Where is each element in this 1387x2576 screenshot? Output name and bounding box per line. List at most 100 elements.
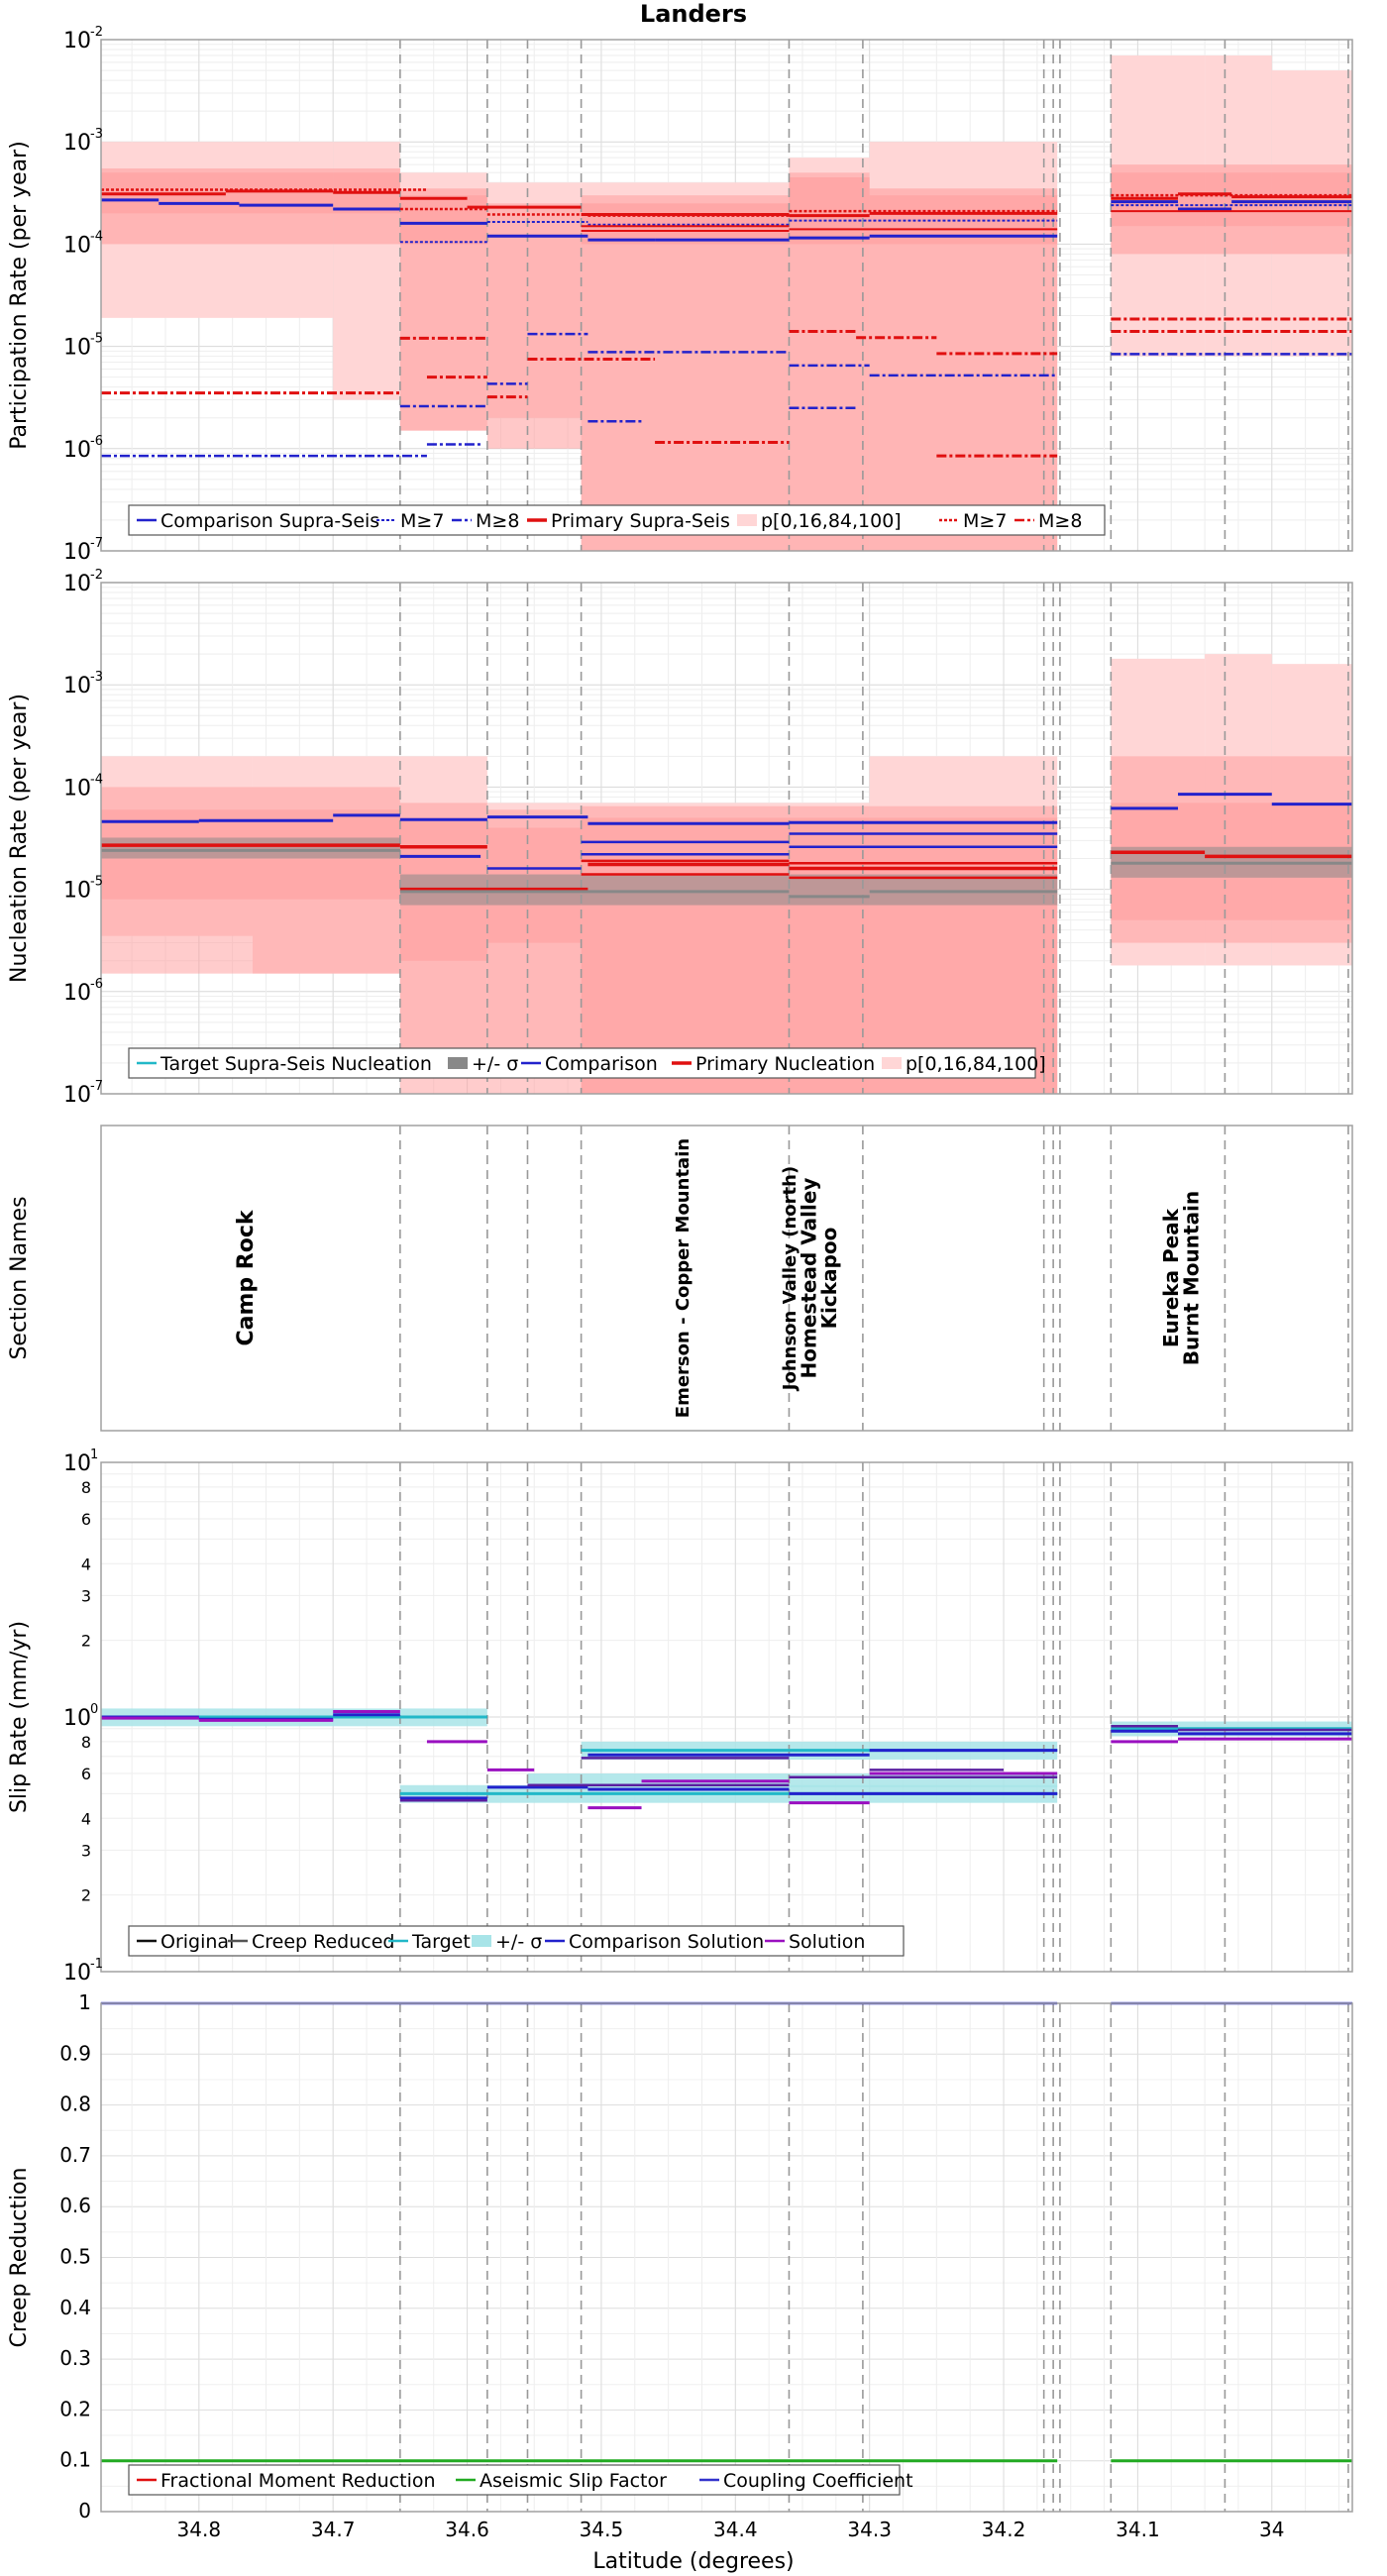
x-tick-label: 34 (1259, 2518, 1284, 2541)
y-tick-label: 2 (81, 1632, 91, 1651)
y-tick-label: 10 (63, 438, 91, 463)
y-tick-exponent: -2 (90, 25, 103, 40)
plot-border (100, 2002, 1353, 2513)
y-tick-exponent: -5 (90, 875, 103, 890)
y-axis-label: Creep Reduction (7, 2168, 32, 2348)
x-tick-label: 34.3 (847, 2518, 892, 2541)
legend-swatch (882, 1057, 902, 1069)
y-tick-label: 0.7 (59, 2143, 91, 2167)
y-tick-label: 0.8 (59, 2093, 91, 2116)
y-tick-label: 10 -1 (63, 1957, 103, 1986)
y-tick-label: 10 -5 (63, 332, 103, 361)
x-tick-label: 34.5 (580, 2518, 624, 2541)
y-tick-label: 10 0 (63, 1702, 98, 1731)
y-tick-label: 8 (81, 1478, 91, 1497)
p16-p84-band (581, 203, 790, 552)
legend-entry: Aseismic Slip Factor (480, 2470, 667, 2492)
y-tick-label: 10 (63, 29, 91, 54)
x-tick-label: 34.2 (982, 2518, 1026, 2541)
y-tick-label: 10 (63, 540, 91, 565)
y-tick-label: 10 -2 (63, 25, 103, 54)
legend-entry: Comparison Supra-Seis (160, 510, 379, 532)
y-tick-label: 6 (81, 1765, 91, 1783)
plot-border (100, 582, 1353, 1095)
section-name-label: Camp Rock (234, 1209, 259, 1345)
y-tick-exponent: -2 (90, 568, 103, 583)
y-tick-label: 10 -4 (63, 772, 103, 801)
x-tick-label: 34.8 (177, 2518, 222, 2541)
y-tick-label: 8 (81, 1733, 91, 1752)
y-tick-label: 10 -6 (63, 434, 103, 463)
legend-entry: Creep Reduced (252, 1931, 394, 1953)
y-tick-exponent: -5 (90, 332, 103, 347)
p16-p84-band (869, 188, 1058, 551)
y-tick-label: 10 (63, 981, 91, 1006)
section-name-label: Johnson Valley (north) (780, 1166, 800, 1392)
legend-entry: M≥8 (1038, 510, 1082, 532)
y-tick-label: 10 -5 (63, 875, 103, 904)
y-tick-label: 1 (78, 1990, 91, 2014)
section-name-label: Homestead Valley (798, 1178, 821, 1379)
y-tick-label: 0.4 (59, 2296, 91, 2319)
legend-entry: Solution (789, 1931, 865, 1953)
y-tick-label: 10 -4 (63, 229, 103, 258)
legend-entry: Coupling Coefficient (723, 2470, 913, 2492)
y-tick-label: 3 (81, 1841, 91, 1860)
y-tick-label: 4 (81, 1809, 91, 1828)
plot-border (100, 39, 1353, 552)
y-tick-exponent: -1 (90, 1957, 103, 1972)
y-tick-exponent: -6 (90, 434, 103, 449)
y-tick-label: 0.9 (59, 2041, 91, 2065)
nucleation-panel: 10-7 10-6 10-5 10-4 10-3 10 -2 Nucleation Rate … (7, 568, 1353, 1108)
y-tick-label: 10 -7 (63, 1079, 103, 1108)
legend-swatch (737, 514, 757, 526)
p16-p84-band (789, 172, 870, 245)
y-axis-label: Slip Rate (mm/yr) (7, 1621, 32, 1813)
legend-entry: Comparison (545, 1053, 658, 1075)
section-name-label: Emerson - Copper Mountain (673, 1138, 694, 1418)
y-tick-label: 10 1 (63, 1448, 98, 1476)
y-axis-label: Nucleation Rate (per year) (7, 694, 32, 983)
x-tick-label: 34.4 (713, 2518, 758, 2541)
y-tick-label: 10 (63, 233, 91, 258)
legend-entry: +/- σ (472, 1053, 518, 1075)
y-tick-label: 10 (63, 1706, 91, 1731)
creep-reduction-panel: 0 0.1 0.2 0.3 0.4 0.5 0.6 0.7 0.8 0.9 1 34.8 34.7 34.… (7, 1990, 1353, 2541)
x-tick-label: 34.1 (1116, 2518, 1160, 2541)
section-name-label: Kickapoo (817, 1228, 841, 1330)
legend-entry: M≥8 (476, 510, 519, 532)
legend-entry: Original (160, 1931, 234, 1953)
legend-entry: +/- σ (495, 1931, 542, 1953)
legend-entry: Target (411, 1931, 471, 1953)
y-tick-label: 0.1 (59, 2448, 91, 2472)
y-tick-exponent: -7 (90, 536, 103, 551)
legend-entry: p[0,16,84,100] (906, 1053, 1046, 1075)
y-tick-label: 10 (63, 131, 91, 156)
y-tick-exponent: -3 (90, 670, 103, 685)
legend-swatch (448, 1057, 468, 1069)
y-tick-label: 3 (81, 1586, 91, 1605)
y-tick-label: 10 -6 (63, 977, 103, 1006)
legend-entry: Primary Supra-Seis (551, 510, 730, 532)
legend-entry: Comparison Solution (569, 1931, 764, 1953)
y-tick-exponent: 0 (90, 1702, 98, 1717)
sigma-band (101, 837, 400, 859)
y-tick-exponent: -4 (90, 229, 103, 244)
y-tick-exponent: 1 (90, 1448, 98, 1462)
y-tick-exponent: -6 (90, 977, 103, 992)
y-tick-label: 10 -3 (63, 127, 103, 156)
x-axis-label: Latitude (degrees) (592, 2549, 794, 2574)
p16-p84-band (581, 195, 790, 245)
y-tick-label: 4 (81, 1555, 91, 1573)
y-tick-label: 0.2 (59, 2397, 91, 2420)
y-tick-label: 10 (63, 1961, 91, 1986)
y-tick-label: 0.5 (59, 2245, 91, 2269)
plot-area (101, 1126, 1352, 1431)
x-tick-label: 34.7 (311, 2518, 356, 2541)
legend-entry: p[0,16,84,100] (761, 510, 902, 532)
y-tick-label: 10 -3 (63, 670, 103, 698)
p16-p84-band (486, 203, 582, 449)
